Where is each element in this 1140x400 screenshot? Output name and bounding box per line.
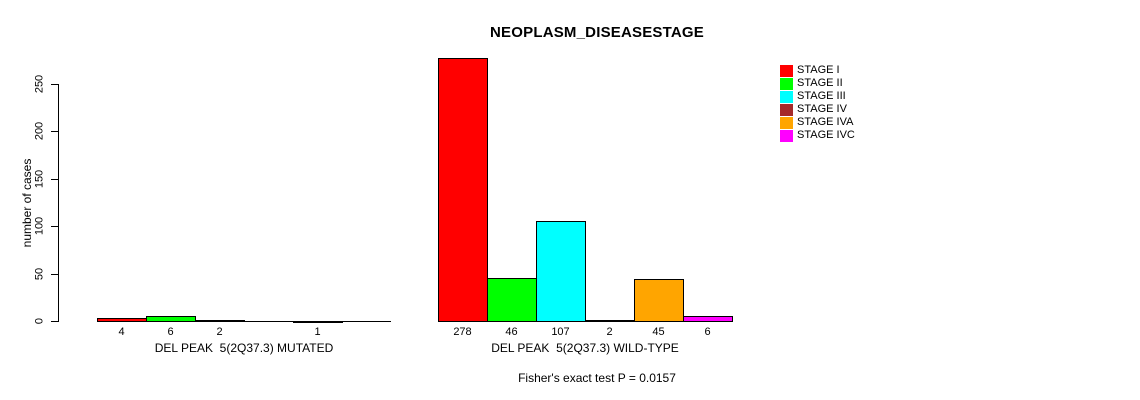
bar-stage-i-1 [438, 58, 488, 322]
legend-item-label: STAGE II [797, 77, 843, 89]
bar-count-label: 278 [453, 326, 472, 338]
legend-item-stage-iv: STAGE IV [780, 103, 855, 116]
bar-stage-iii-1 [536, 221, 586, 322]
bar-count-label: 1 [314, 326, 321, 338]
y-axis-tick [51, 84, 58, 85]
legend-item-label: STAGE IVC [797, 129, 855, 141]
legend-item-stage-ii: STAGE II [780, 77, 855, 90]
y-axis-tick [51, 321, 58, 322]
y-axis-line [58, 84, 59, 322]
bar-count-label: 6 [704, 326, 711, 338]
bar-count-label: 2 [216, 326, 223, 338]
bar-stage-iii-0 [195, 320, 245, 322]
legend-item-label: STAGE III [797, 90, 846, 102]
y-axis-tick-label: 250 [33, 74, 46, 94]
legend-item-label: STAGE IVA [797, 116, 854, 128]
legend-swatch-stage-iii [780, 90, 793, 103]
bar-stage-ivc-1 [683, 316, 733, 322]
bar-stage-iva-1 [634, 279, 684, 322]
legend-swatch-stage-iv [780, 103, 793, 116]
chart-title: NEOPLASM_DISEASESTAGE [490, 24, 704, 41]
x-group-label-1: DEL PEAK 5(2Q37.3) WILD-TYPE [491, 341, 679, 355]
y-axis-tick-label: 100 [33, 216, 46, 236]
bar-count-label: 6 [167, 326, 174, 338]
legend-item-stage-iii: STAGE III [780, 90, 855, 103]
y-axis-tick-label: 150 [33, 169, 46, 189]
bar-stage-ii-1 [487, 278, 537, 322]
bar-count-label: 45 [652, 326, 665, 338]
legend-swatch-stage-i [780, 64, 793, 77]
x-group-label-0: DEL PEAK 5(2Q37.3) MUTATED [154, 341, 334, 355]
legend-swatch-stage-iva [780, 116, 793, 129]
bar-count-label: 46 [505, 326, 518, 338]
legend-item-label: STAGE I [797, 64, 840, 76]
legend-swatch-stage-ivc [780, 129, 793, 142]
legend-item-label: STAGE IV [797, 103, 847, 115]
bar-stage-iv-1 [585, 320, 635, 322]
bar-count-label: 107 [551, 326, 570, 338]
legend-item-stage-i: STAGE I [780, 64, 855, 77]
legend-item-stage-ivc: STAGE IVC [780, 129, 855, 142]
bar-count-label: 2 [606, 326, 613, 338]
y-axis-tick-label: 50 [33, 267, 46, 281]
y-axis-label: number of cases [20, 158, 34, 248]
bar-stage-ii-0 [146, 316, 196, 322]
legend: STAGE I STAGE II STAGE III STAGE IV STAGE IV… [780, 64, 855, 142]
y-axis-tick [51, 274, 58, 275]
y-axis-tick [51, 226, 58, 227]
y-axis-tick-label: 200 [33, 121, 46, 141]
bar-count-label: 4 [118, 326, 125, 338]
bar-stage-i-0 [97, 318, 147, 322]
fisher-test-p-value: Fisher's exact test P = 0.0157 [518, 371, 676, 385]
y-axis-tick [51, 131, 58, 132]
legend-item-stage-iva: STAGE IVA [780, 116, 855, 129]
legend-swatch-stage-ii [780, 77, 793, 90]
bar-stage-iva-0 [293, 321, 343, 323]
y-axis-tick-label: 0 [33, 317, 46, 325]
y-axis-tick [51, 179, 58, 180]
